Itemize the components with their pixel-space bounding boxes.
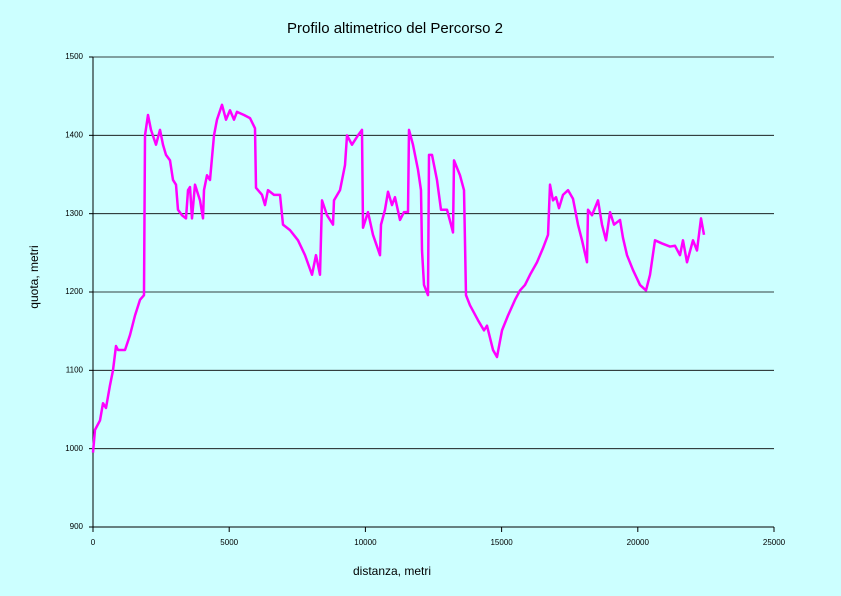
y-tick-label: 1500 [65, 52, 83, 61]
x-tick-label: 20000 [627, 538, 650, 547]
x-tick-label: 15000 [490, 538, 513, 547]
chart-title: Profilo altimetrico del Percorso 2 [287, 20, 503, 37]
y-tick-label: 1300 [65, 209, 83, 218]
y-tick-label: 1200 [65, 287, 83, 296]
y-tick-label: 1100 [66, 365, 84, 374]
x-tick-label: 0 [91, 538, 96, 547]
y-tick-label: 1000 [65, 444, 83, 453]
x-axis-label: distanza, metri [353, 564, 431, 578]
y-axis-label: quota, metri [27, 245, 41, 308]
y-tick-label: 900 [70, 522, 84, 531]
x-tick-label: 10000 [354, 538, 377, 547]
x-tick-label: 25000 [763, 538, 786, 547]
data-line [91, 103, 706, 453]
x-tick-label: 5000 [220, 538, 238, 547]
y-tick-label: 1400 [65, 130, 83, 139]
